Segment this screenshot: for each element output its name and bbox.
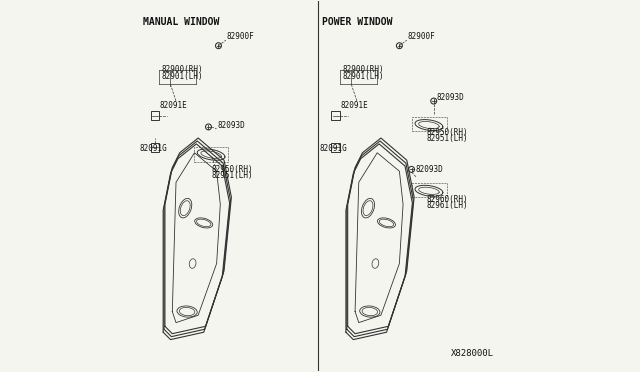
Text: 82900(RH): 82900(RH) <box>161 65 203 74</box>
Bar <box>412 183 447 197</box>
Bar <box>150 143 159 152</box>
Bar <box>412 117 447 131</box>
Text: X828000L: X828000L <box>451 349 493 358</box>
Bar <box>195 147 228 162</box>
Text: 82950(RH): 82950(RH) <box>211 165 253 174</box>
Text: 82960(RH): 82960(RH) <box>426 195 468 203</box>
Text: 82091G: 82091G <box>139 144 167 153</box>
Text: 82093D: 82093D <box>415 165 443 174</box>
Text: 82093D: 82093D <box>218 121 245 130</box>
Bar <box>332 143 340 152</box>
Text: 82950(RH): 82950(RH) <box>426 128 468 137</box>
Text: MANUAL WINDOW: MANUAL WINDOW <box>143 17 219 28</box>
Text: 82093D: 82093D <box>436 93 464 102</box>
Text: 82961(LH): 82961(LH) <box>426 201 468 210</box>
Text: 82900F: 82900F <box>227 32 255 41</box>
Bar <box>332 112 340 120</box>
Text: POWER WINDOW: POWER WINDOW <box>322 17 392 28</box>
Text: 82951(LH): 82951(LH) <box>211 171 253 180</box>
Text: 82091E: 82091E <box>340 102 368 110</box>
Text: 82091G: 82091G <box>320 144 348 153</box>
Text: 82900F: 82900F <box>408 32 436 41</box>
Text: 82900(RH): 82900(RH) <box>342 65 384 74</box>
Text: 82901(LH): 82901(LH) <box>342 71 384 81</box>
Bar <box>150 112 159 120</box>
Text: 82091E: 82091E <box>159 102 187 110</box>
Text: 82951(LH): 82951(LH) <box>426 134 468 143</box>
Text: 82901(LH): 82901(LH) <box>161 71 203 81</box>
